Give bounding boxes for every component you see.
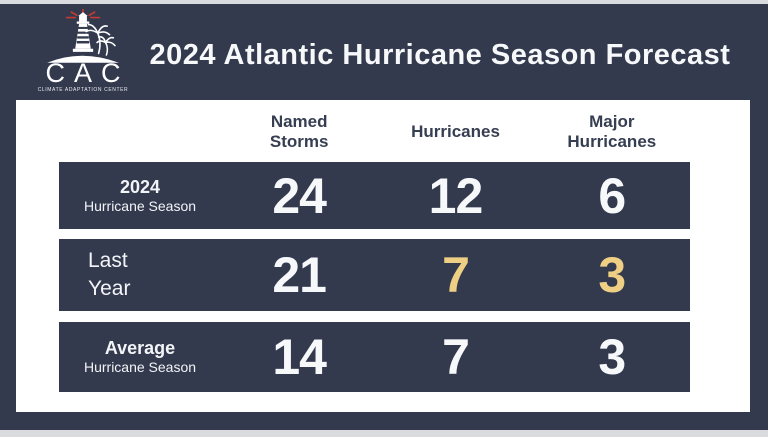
- column-headers: Named Storms Hurricanes Major Hurricanes: [59, 104, 690, 160]
- row-label-line: Last: [88, 249, 128, 272]
- row-label: Average Hurricane Season: [59, 338, 221, 376]
- logo-tagline: CLIMATE ADAPTATION CENTER: [37, 87, 129, 93]
- forecast-slide: CAC CLIMATE ADAPTATION CENTER 2024 Atlan…: [0, 4, 768, 430]
- row-label: Last Year: [59, 247, 221, 303]
- column-header: Hurricanes: [411, 122, 500, 141]
- value-cell: 3: [534, 250, 690, 300]
- frame-border-right: [750, 100, 768, 412]
- slide-header: CAC CLIMATE ADAPTATION CENTER 2024 Atlan…: [0, 4, 768, 100]
- forecast-number: 3: [598, 247, 626, 303]
- column-header: Named Storms: [269, 112, 329, 151]
- forecast-number: 6: [598, 167, 626, 224]
- table-row: Last Year 21 7 3: [59, 239, 690, 311]
- frame-border-left: [0, 100, 16, 412]
- value-cell: 12: [377, 171, 533, 221]
- forecast-number: 3: [598, 329, 626, 385]
- forecast-number: 12: [428, 167, 484, 224]
- value-cell: 7: [377, 250, 533, 300]
- row-label: 2024 Hurricane Season: [59, 177, 221, 215]
- forecast-number: 7: [442, 247, 470, 303]
- value-cell: 14: [221, 332, 377, 382]
- row-label-line: Hurricane Season: [83, 197, 197, 214]
- column-header: Major Hurricanes: [567, 112, 657, 151]
- value-cell: 24: [221, 171, 377, 221]
- lighthouse-palms-icon: [47, 8, 119, 63]
- value-cell: 3: [534, 332, 690, 382]
- forecast-number: 21: [272, 247, 327, 303]
- value-cell: 7: [377, 332, 533, 382]
- forecast-table: 2024 Hurricane Season 24 12 6 Last Year 21 7 3 Ave…: [59, 162, 690, 392]
- logo-acronym: CAC: [45, 58, 130, 88]
- row-label-line: 2024: [119, 176, 161, 197]
- cac-logo: CAC CLIMATE ADAPTATION CENTER: [33, 8, 133, 94]
- frame-border-bottom: [0, 412, 768, 430]
- row-label-line: Average: [104, 338, 176, 358]
- value-cell: 6: [534, 171, 690, 221]
- value-cell: 21: [221, 250, 377, 300]
- forecast-number: 24: [272, 167, 327, 224]
- table-row: 2024 Hurricane Season 24 12 6: [59, 162, 690, 229]
- row-label-line: Hurricane Season: [83, 359, 197, 375]
- table-row: Average Hurricane Season 14 7 3: [59, 322, 690, 392]
- slide-title: 2024 Atlantic Hurricane Season Forecast: [149, 39, 731, 71]
- row-label-line: Year: [88, 277, 131, 300]
- forecast-number: 14: [272, 329, 327, 385]
- forecast-number: 7: [442, 329, 470, 385]
